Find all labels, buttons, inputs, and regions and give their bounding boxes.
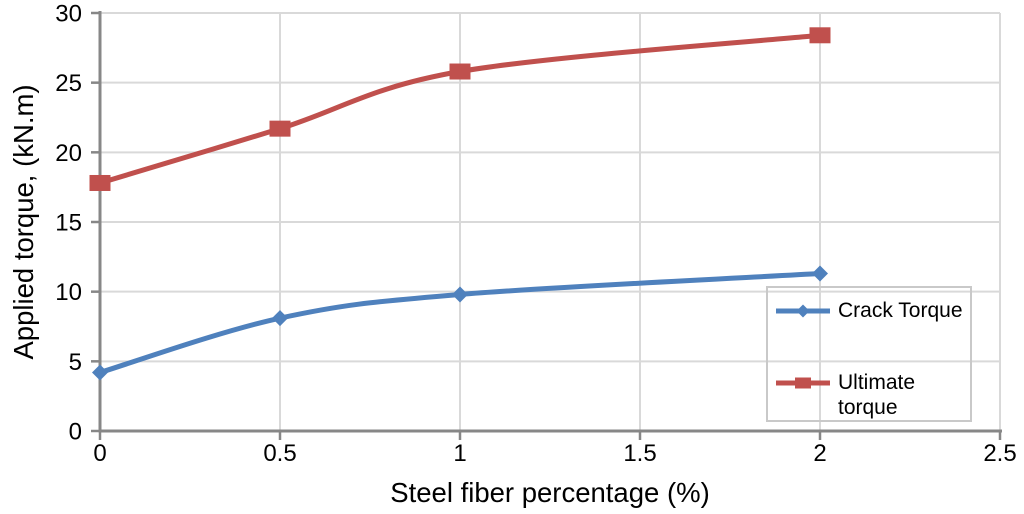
x-tick-label: 0.5 xyxy=(263,440,296,467)
data-point-marker xyxy=(452,286,468,303)
data-point-marker xyxy=(269,120,291,137)
crack-torque-marker-icon xyxy=(776,304,830,318)
data-point-marker xyxy=(272,310,288,327)
y-tick-label: 30 xyxy=(55,1,82,28)
x-tick-label: 2.5 xyxy=(983,440,1016,467)
x-tick-label: 1.5 xyxy=(623,440,656,467)
data-point-marker xyxy=(449,63,471,80)
y-axis-title: Applied torque, (kN.m) xyxy=(8,84,39,359)
legend-label-ultimate-torque: Ultimate torque xyxy=(838,371,916,419)
ultimate-torque-marker-icon xyxy=(776,377,830,389)
y-tick-label: 10 xyxy=(55,279,82,306)
legend-entry-crack-torque: Crack Torque xyxy=(774,298,963,324)
y-tick-label: 25 xyxy=(55,70,82,97)
x-tick-label: 2 xyxy=(813,440,826,467)
y-tick-label: 5 xyxy=(69,349,82,376)
data-point-marker xyxy=(92,364,108,381)
legend-label-crack-torque: Crack Torque xyxy=(838,299,963,322)
y-tick-label: 0 xyxy=(69,419,82,446)
legend: Crack Torque Ultimate torque xyxy=(766,286,972,422)
series-line-crack-torque xyxy=(99,271,821,375)
data-point-marker xyxy=(809,27,831,44)
data-point-marker xyxy=(812,265,828,282)
x-axis-title: Steel fiber percentage (%) xyxy=(390,477,709,508)
legend-entry-ultimate-torque: Ultimate torque xyxy=(774,370,942,420)
y-tick-label: 20 xyxy=(55,140,82,167)
x-tick-label: 0 xyxy=(93,440,106,467)
y-tick-label: 15 xyxy=(55,210,82,237)
x-tick-label: 1 xyxy=(453,440,466,467)
series-line-ultimate-torque xyxy=(99,32,821,186)
data-point-marker xyxy=(89,174,111,191)
